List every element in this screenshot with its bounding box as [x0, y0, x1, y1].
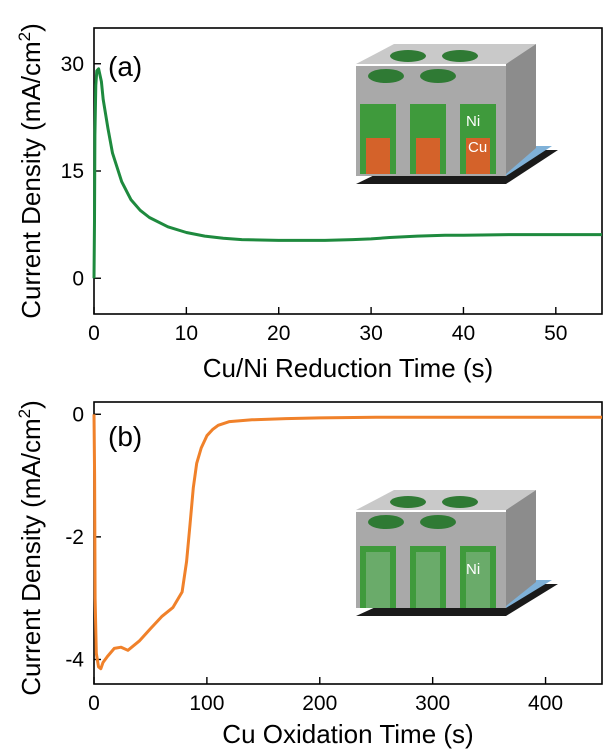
panel-a-ytick-label: 0 — [72, 267, 84, 290]
inset-b-pore-top-3 — [368, 515, 404, 529]
inset-pore-top-2 — [442, 50, 478, 62]
inset-b-pore-1-hollow — [366, 552, 390, 608]
panel-b-xtick-label: 400 — [528, 692, 563, 715]
inset-b-pore-top-2 — [442, 496, 478, 508]
panel-a-ytick-label: 15 — [61, 160, 84, 183]
panel-b-xlabel: Cu Oxidation Time (s) — [222, 719, 473, 749]
inset-pore-top-1 — [390, 50, 426, 62]
panel-b-xtick-label: 0 — [88, 692, 100, 715]
inset-pore-1-cu — [366, 138, 390, 174]
inset-a-ni-label: Ni — [466, 113, 480, 130]
panel-a-xlabel: Cu/Ni Reduction Time (s) — [203, 353, 493, 383]
panel-b-ylabel: Current Density (mA/cm2) — [15, 400, 46, 696]
panel-a-xtick-label: 50 — [544, 322, 567, 345]
inset-a-cu-label: Cu — [468, 139, 487, 156]
panel-b-ytick-label: 0 — [72, 403, 84, 426]
panel-a: 0 10 20 30 40 50 0 15 30 (a) Cu/Ni Reduction Ti… — [15, 23, 603, 383]
panel-a-label: (a) — [108, 51, 142, 82]
panel-a-xtick-label: 30 — [359, 322, 382, 345]
panel-a-xtick-label: 20 — [267, 322, 290, 345]
panel-b-inset-schematic: Ni — [356, 490, 558, 616]
panel-a-x-ticks: 0 10 20 30 40 50 — [88, 307, 567, 345]
inset-b-pore-3-hollow — [466, 552, 490, 608]
panel-b-x-ticks: 0 100 200 300 400 — [88, 677, 563, 715]
inset-template-side — [506, 44, 536, 174]
inset-b-pore-2-hollow — [416, 552, 440, 608]
panel-a-ylabel: Current Density (mA/cm2) — [15, 23, 46, 319]
inset-pore-top-4 — [420, 69, 456, 83]
panel-a-ytick-label: 30 — [61, 53, 84, 76]
panel-b-xtick-label: 200 — [302, 692, 337, 715]
panel-a-inset-schematic: Ni Cu — [356, 44, 558, 184]
panel-a-xtick-label: 10 — [175, 322, 198, 345]
inset-b-pore-top-1 — [390, 496, 426, 508]
panel-b-y-ticks: 0 -2 -4 — [65, 403, 101, 671]
inset-b-ni-label: Ni — [466, 561, 480, 578]
inset-pore-top-3 — [368, 69, 404, 83]
inset-pore-3-cu — [466, 138, 490, 174]
panel-b-xtick-label: 100 — [189, 692, 224, 715]
inset-b-template-side — [506, 490, 536, 606]
panel-a-series-line — [92, 67, 602, 279]
panel-b: 0 100 200 300 400 0 -2 -4 (b) Cu Oxidation Tim… — [15, 400, 603, 749]
panel-b-series-line — [92, 414, 602, 671]
inset-pore-2-cu — [416, 138, 440, 174]
panel-b-ytick-label: -2 — [65, 526, 84, 549]
panel-a-y-ticks: 0 15 30 — [61, 53, 101, 290]
inset-b-pore-top-4 — [420, 515, 456, 529]
panel-a-xtick-label: 40 — [452, 322, 475, 345]
panel-b-xtick-label: 300 — [415, 692, 450, 715]
panel-b-label: (b) — [108, 421, 142, 452]
panel-a-xtick-label: 0 — [88, 322, 100, 345]
panel-b-ytick-label: -4 — [65, 648, 84, 671]
